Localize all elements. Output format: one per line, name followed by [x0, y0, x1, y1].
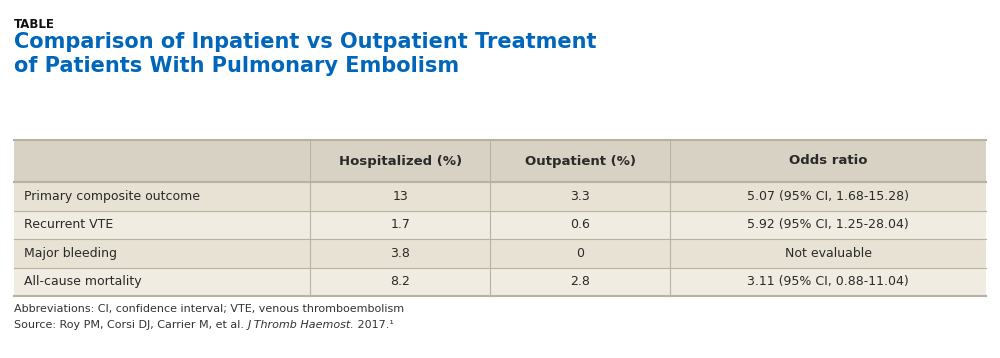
Text: Abbreviations: CI, confidence interval; VTE, venous thromboembolism: Abbreviations: CI, confidence interval; … — [14, 304, 404, 314]
Text: 3.3: 3.3 — [570, 190, 590, 203]
Text: 13: 13 — [392, 190, 408, 203]
Text: 5.92 (95% CI, 1.25-28.04): 5.92 (95% CI, 1.25-28.04) — [747, 218, 909, 231]
Text: 2.8: 2.8 — [570, 275, 590, 288]
Text: Major bleeding: Major bleeding — [24, 247, 117, 260]
Text: All-cause mortality: All-cause mortality — [24, 275, 142, 288]
Text: Comparison of Inpatient vs Outpatient Treatment
of Patients With Pulmonary Embol: Comparison of Inpatient vs Outpatient Tr… — [14, 32, 596, 76]
Text: 3.8: 3.8 — [390, 247, 410, 260]
Text: Odds ratio: Odds ratio — [789, 155, 867, 168]
Text: Outpatient (%): Outpatient (%) — [525, 155, 636, 168]
Text: 0.6: 0.6 — [570, 218, 590, 231]
Bar — [14, 267, 986, 296]
Text: Primary composite outcome: Primary composite outcome — [24, 190, 200, 203]
Text: 5.07 (95% CI, 1.68-15.28): 5.07 (95% CI, 1.68-15.28) — [747, 190, 909, 203]
Text: Recurrent VTE: Recurrent VTE — [24, 218, 113, 231]
Text: 0: 0 — [576, 247, 584, 260]
Text: Not evaluable: Not evaluable — [785, 247, 872, 260]
Bar — [14, 140, 986, 182]
Text: 2017.¹: 2017.¹ — [354, 320, 394, 330]
Text: 8.2: 8.2 — [390, 275, 410, 288]
Text: 1.7: 1.7 — [390, 218, 410, 231]
Bar — [14, 239, 986, 267]
Text: Source: Roy PM, Corsi DJ, Carrier M, et al.: Source: Roy PM, Corsi DJ, Carrier M, et … — [14, 320, 248, 330]
Text: 3.11 (95% CI, 0.88-11.04): 3.11 (95% CI, 0.88-11.04) — [747, 275, 909, 288]
Text: Hospitalized (%): Hospitalized (%) — [339, 155, 462, 168]
Bar — [14, 182, 986, 211]
Bar — [14, 211, 986, 239]
Text: J Thromb Haemost.: J Thromb Haemost. — [248, 320, 354, 330]
Text: TABLE: TABLE — [14, 18, 55, 31]
